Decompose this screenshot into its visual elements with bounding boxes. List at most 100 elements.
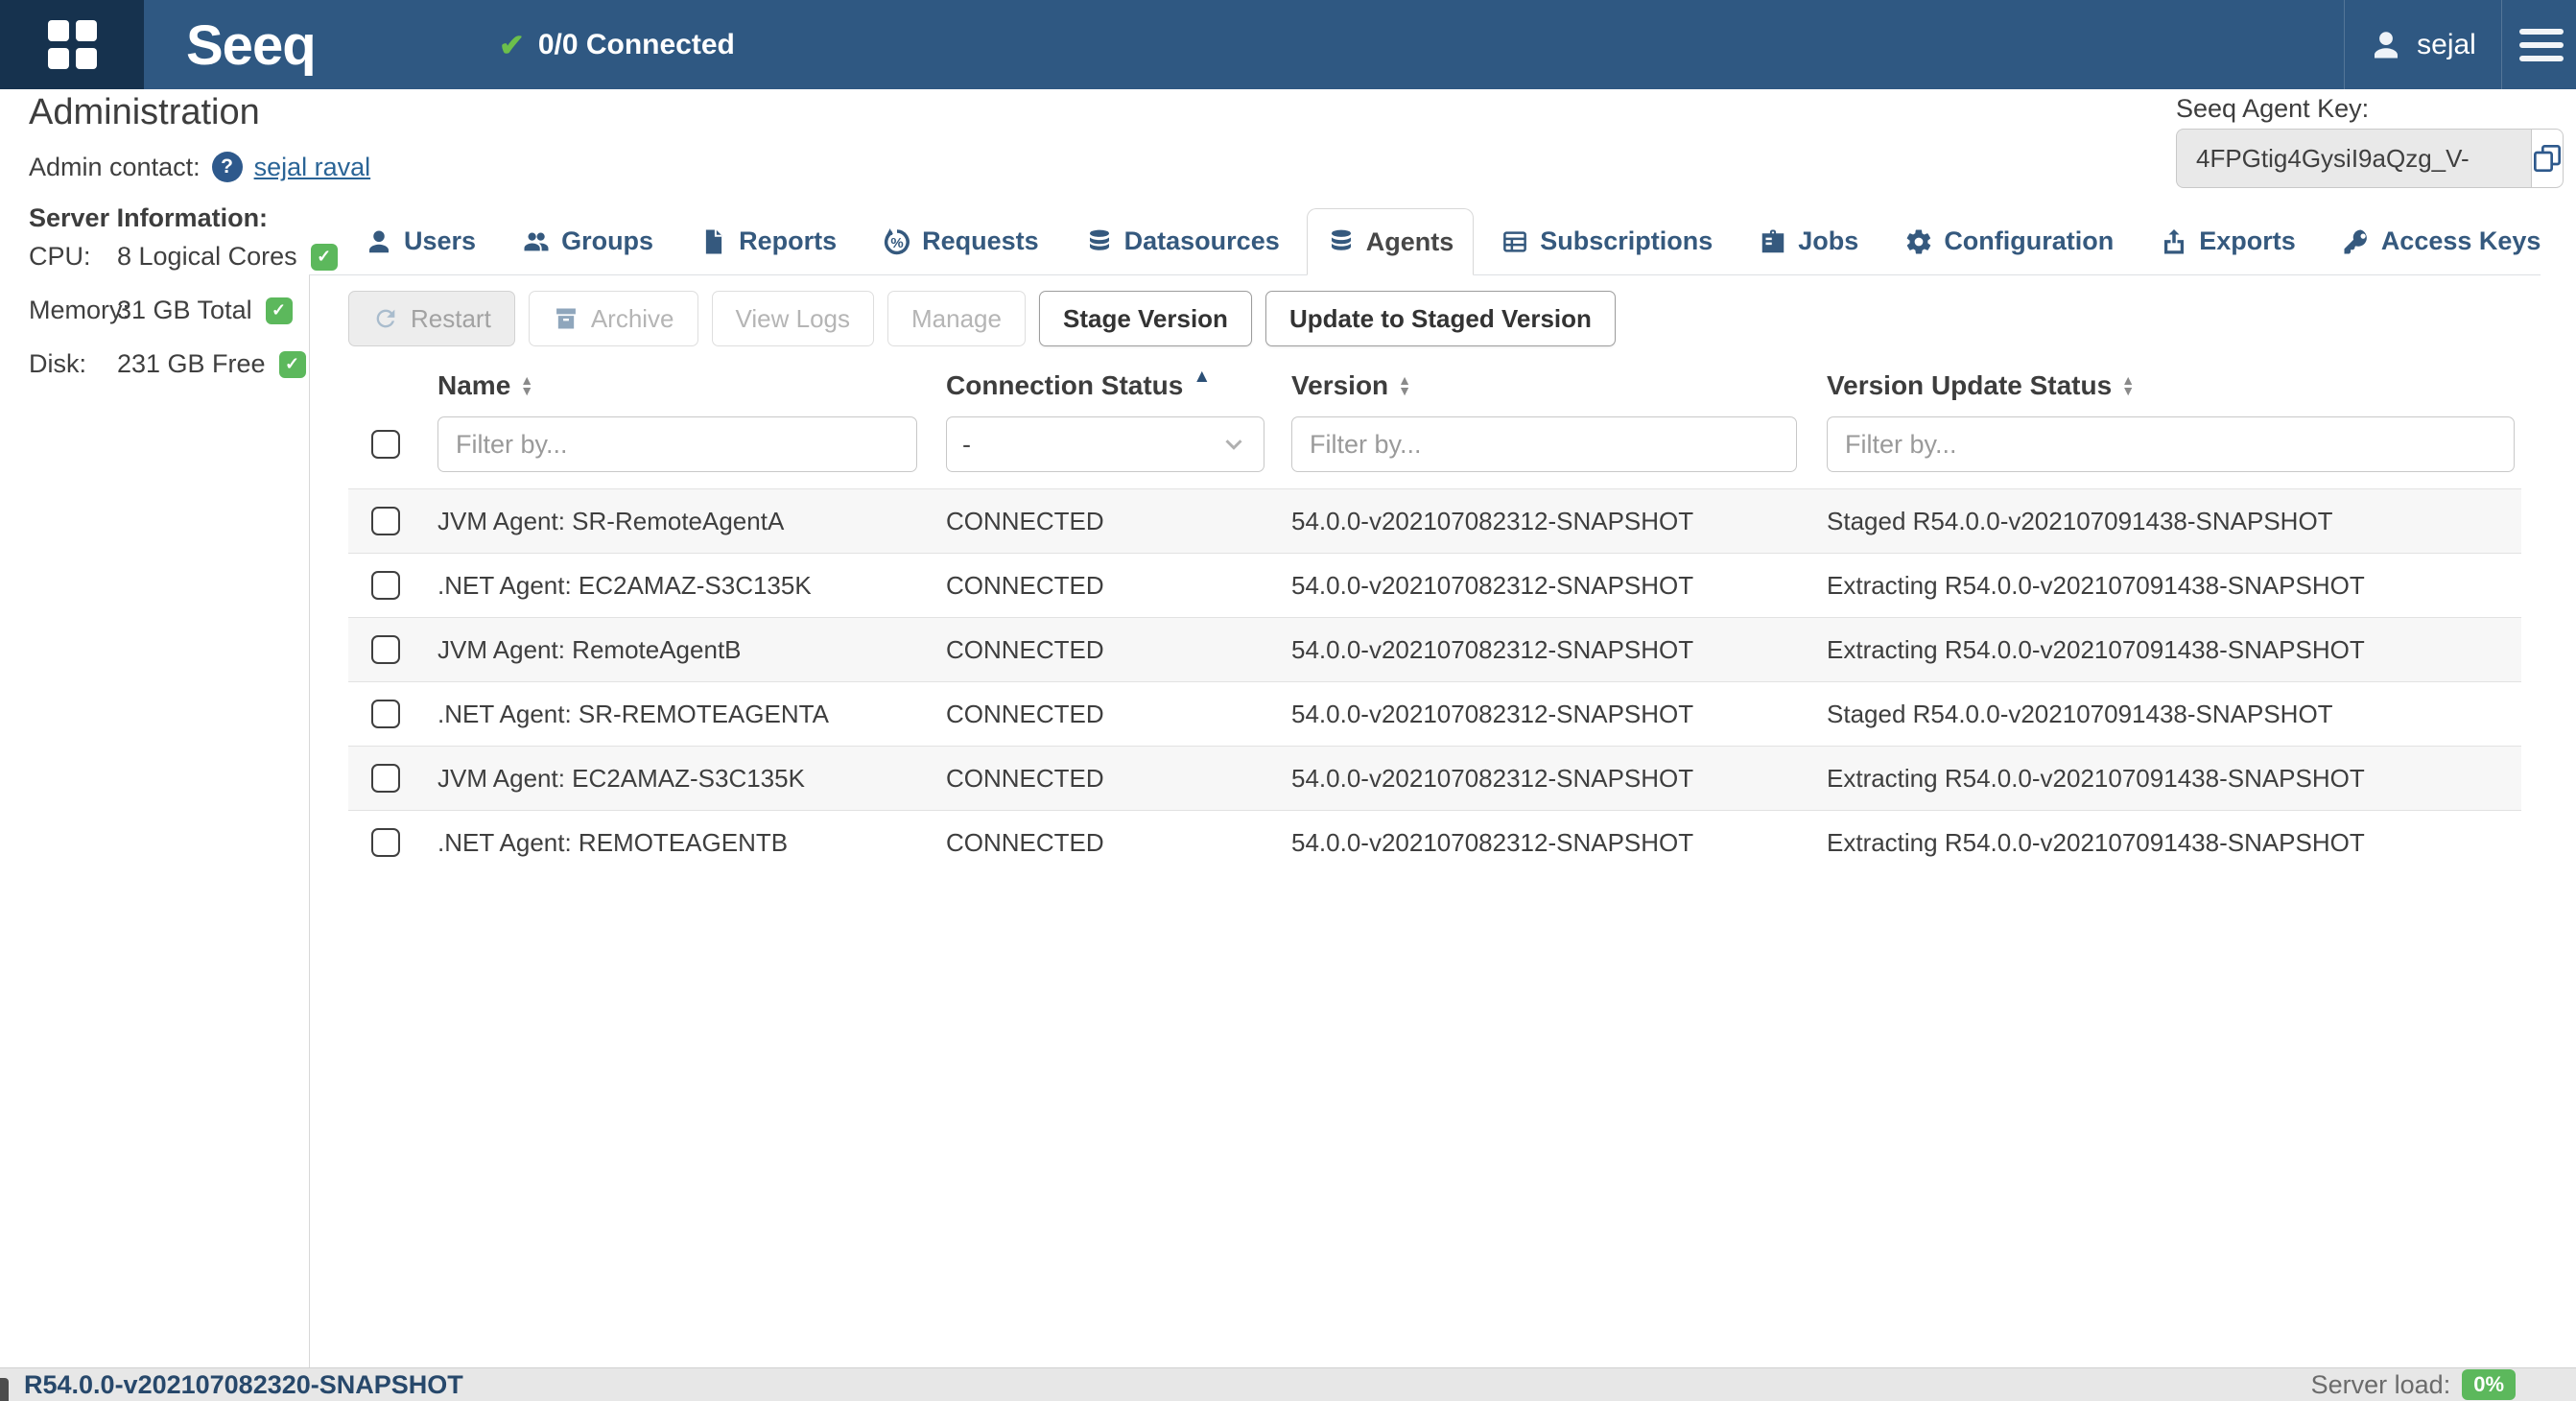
row-checkbox[interactable] (371, 764, 400, 793)
server-info-disk: Disk: 231 GB Free ✓ (29, 349, 306, 379)
tab-access-keys[interactable]: Access Keys (2323, 208, 2561, 274)
row-checkbox[interactable] (371, 635, 400, 664)
server-info-memory: Memory: 31 GB Total ✓ (29, 296, 293, 325)
cell-version-update-status: Extracting R54.0.0-v202107091438-SNAPSHO… (1827, 570, 2365, 600)
memory-label: Memory: (29, 296, 130, 324)
admin-contact-link[interactable]: sejal raval (253, 152, 371, 181)
grid-icon (47, 20, 97, 69)
cell-connection-status: CONNECTED (946, 699, 1104, 728)
cpu-ok-icon: ✓ (310, 243, 338, 271)
row-checkbox[interactable] (371, 507, 400, 535)
report-file-icon (705, 229, 722, 253)
cpu-value: 8 Logical Cores (117, 242, 297, 271)
cell-version-update-status: Extracting R54.0.0-v202107091438-SNAPSHO… (1827, 827, 2365, 857)
cell-version: 54.0.0-v202107082312-SNAPSHOT (1291, 827, 1694, 857)
cell-name: .NET Agent: EC2AMAZ-S3C135K (437, 570, 812, 600)
requests-percent-icon: % (885, 227, 910, 254)
disk-ok-icon: ✓ (278, 350, 306, 378)
svg-text:%: % (890, 234, 903, 250)
cell-connection-status: CONNECTED (946, 827, 1104, 857)
help-icon[interactable]: ? (211, 152, 243, 182)
gear-icon (1906, 229, 1931, 253)
tab-reports[interactable]: Reports (680, 208, 856, 274)
server-version: R54.0.0-v202107082320-SNAPSHOT (24, 1370, 463, 1399)
memory-value: 31 GB Total (117, 296, 252, 324)
agent-key-input[interactable] (2176, 129, 2531, 188)
connection-status-filter-select[interactable]: - (946, 416, 1264, 472)
tab-configuration[interactable]: Configuration (1885, 208, 2133, 274)
tab-jobs[interactable]: Jobs (1739, 208, 1878, 274)
app-launcher-button[interactable] (0, 0, 144, 89)
row-checkbox[interactable] (371, 828, 400, 857)
version-update-status-filter-input[interactable] (1827, 416, 2515, 472)
cell-name: .NET Agent: SR-REMOTEAGENTA (437, 699, 829, 728)
cell-version-update-status: Extracting R54.0.0-v202107091438-SNAPSHO… (1827, 763, 2365, 793)
cell-version: 54.0.0-v202107082312-SNAPSHOT (1291, 699, 1694, 728)
restart-button[interactable]: Restart (348, 291, 515, 346)
cell-version: 54.0.0-v202107082312-SNAPSHOT (1291, 506, 1694, 535)
tab-subscriptions[interactable]: Subscriptions (1481, 208, 1732, 274)
view-logs-button[interactable]: View Logs (711, 291, 875, 346)
user-menu-button[interactable]: sejal (2344, 0, 2501, 89)
table-row: .NET Agent: REMOTEAGENTB CONNECTED 54.0.… (348, 810, 2521, 875)
cell-connection-status: CONNECTED (946, 506, 1104, 535)
table-filter-row: - (348, 414, 2521, 475)
column-header-version-update-status[interactable]: Version Update Status ▲ ▼ (1827, 370, 2136, 400)
agents-toolbar: Restart Archive View Logs Manage Stage V… (348, 291, 1616, 346)
connection-indicator: ✔ 0/0 Connected (499, 0, 735, 89)
name-filter-input[interactable] (437, 416, 917, 472)
hamburger-menu-button[interactable] (2507, 0, 2576, 89)
tab-datasources[interactable]: Datasources (1066, 208, 1299, 274)
tab-groups[interactable]: Groups (503, 208, 673, 274)
tab-exports[interactable]: Exports (2140, 208, 2315, 274)
statusbar-notch (0, 1378, 9, 1401)
cell-name: JVM Agent: RemoteAgentB (437, 634, 742, 664)
tab-requests[interactable]: % Requests (863, 208, 1058, 274)
sort-icon: ▲ ▼ (1398, 372, 1412, 398)
key-icon (2344, 229, 2367, 253)
manage-button[interactable]: Manage (887, 291, 1026, 346)
admin-tabs: Users Groups Reports % Requests Datasour… (309, 208, 2541, 275)
cell-version: 54.0.0-v202107082312-SNAPSHOT (1291, 634, 1694, 664)
tab-users[interactable]: Users (345, 208, 495, 274)
username: sejal (2417, 28, 2476, 60)
archive-button[interactable]: Archive (528, 291, 698, 346)
agents-panel: Restart Archive View Logs Manage Stage V… (309, 275, 2541, 1367)
admin-contact-label: Admin contact: (29, 152, 201, 181)
table-header-row: Name ▲ ▼ Connection Status ▲ Version ▲ ▼ V… (348, 358, 2521, 414)
copy-agent-key-button[interactable] (2531, 129, 2564, 188)
cell-version: 54.0.0-v202107082312-SNAPSHOT (1291, 570, 1694, 600)
server-info-cpu: CPU: 8 Logical Cores ✓ (29, 242, 338, 272)
stage-version-button[interactable]: Stage Version (1038, 291, 1252, 346)
column-header-connection-status[interactable]: Connection Status ▲ (946, 367, 1212, 400)
cell-name: JVM Agent: EC2AMAZ-S3C135K (437, 763, 805, 793)
cell-version-update-status: Staged R54.0.0-v202107091438-SNAPSHOT (1827, 699, 2333, 728)
refresh-icon (376, 309, 395, 328)
agent-key-group (2176, 129, 2564, 188)
disk-label: Disk: (29, 349, 86, 378)
user-icon (2375, 31, 2399, 58)
cell-connection-status: CONNECTED (946, 570, 1104, 600)
copy-icon (2534, 145, 2561, 172)
select-all-checkbox[interactable] (371, 430, 400, 459)
cell-version-update-status: Staged R54.0.0-v202107091438-SNAPSHOT (1827, 506, 2333, 535)
row-checkbox[interactable] (371, 571, 400, 600)
cell-connection-status: CONNECTED (946, 634, 1104, 664)
table-row: JVM Agent: EC2AMAZ-S3C135K CONNECTED 54.… (348, 746, 2521, 810)
statusbar: R54.0.0-v202107082320-SNAPSHOT Server lo… (0, 1367, 2576, 1401)
row-checkbox[interactable] (371, 700, 400, 728)
column-header-version[interactable]: Version ▲ ▼ (1291, 370, 1412, 400)
sort-icon: ▲ ▼ (520, 372, 534, 398)
cell-name: JVM Agent: SR-RemoteAgentA (437, 506, 785, 535)
topbar-divider (2344, 0, 2345, 89)
tab-agents[interactable]: Agents (1306, 208, 1475, 275)
table-row: .NET Agent: SR-REMOTEAGENTA CONNECTED 54… (348, 681, 2521, 746)
archive-icon (555, 308, 576, 329)
database-icon (1331, 229, 1351, 250)
chevron-down-icon (1225, 439, 1242, 450)
column-header-name[interactable]: Name ▲ ▼ (437, 370, 534, 400)
table-row: .NET Agent: EC2AMAZ-S3C135K CONNECTED 54… (348, 553, 2521, 617)
version-filter-input[interactable] (1291, 416, 1797, 472)
update-to-staged-version-button[interactable]: Update to Staged Version (1264, 291, 1616, 346)
